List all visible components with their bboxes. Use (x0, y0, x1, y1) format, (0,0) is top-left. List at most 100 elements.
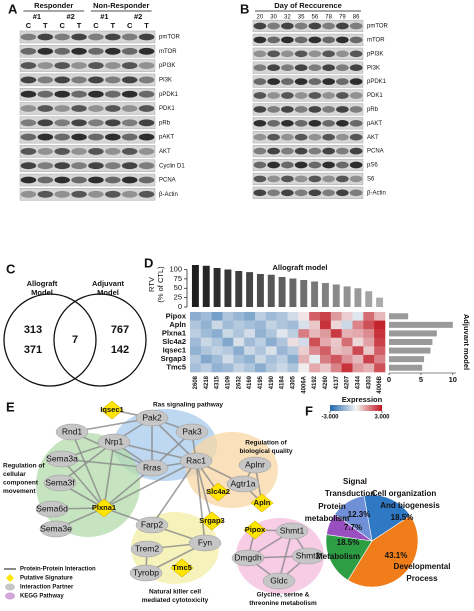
blot-band (71, 133, 87, 141)
heatmap-cell (244, 329, 256, 339)
heatmap-cell (298, 337, 310, 347)
blot-band (20, 33, 37, 41)
blot-band (88, 33, 104, 41)
heatmap-cell (233, 337, 245, 347)
heatmap-cell (363, 329, 375, 339)
heatmap-cell (244, 312, 256, 321)
slice-category-label: metabolism (305, 514, 349, 523)
day-label: 32 (284, 15, 291, 21)
node-label: Gldc (270, 575, 288, 585)
blot-row-label: pPDK1 (367, 79, 387, 85)
blot-strip (19, 87, 156, 101)
x-tick-label: 4195 (258, 375, 264, 389)
blot-band (88, 62, 104, 70)
heatmap-cell (244, 354, 256, 364)
blot-band (336, 119, 349, 127)
heatmap-cell (233, 363, 245, 373)
blot-band (322, 161, 335, 169)
heatmap-cell (200, 337, 212, 347)
x-tick-label: 4184 (280, 375, 286, 389)
heatmap-cell (330, 320, 342, 330)
x-tick-label: 4207 (345, 375, 351, 389)
blot-band (54, 33, 70, 41)
slice-value-label: 18.5% (391, 513, 414, 522)
heatmap-cell (222, 320, 234, 330)
pathway-label: mediated cytotoxicity (142, 597, 209, 604)
blot-band (138, 133, 155, 141)
blot-band (281, 175, 294, 183)
blot-band (37, 47, 54, 55)
bar (246, 272, 254, 307)
node-label: Sema3e (40, 523, 72, 533)
blot-strip (252, 47, 364, 60)
node-label: Rras (143, 462, 161, 472)
bar (343, 286, 351, 307)
blot-band (138, 147, 155, 155)
blot-strip (19, 73, 156, 87)
heatmap-cell (276, 312, 288, 321)
blot-band (121, 105, 138, 112)
blot-band (121, 133, 138, 141)
heatmap-cell (374, 363, 386, 373)
heatmap-cell (330, 346, 342, 356)
slice-category-label: Transduction (325, 489, 375, 498)
bar (278, 277, 286, 307)
blot-strip (19, 30, 156, 44)
slice-category-label: Signal (343, 477, 367, 486)
x-tick-label: 4169 (247, 375, 253, 389)
blot-band (281, 64, 294, 72)
signature-node (206, 482, 230, 502)
blot-band (267, 119, 280, 127)
interaction-edge (195, 460, 213, 522)
blot-band (71, 76, 87, 84)
heatmap-cell (211, 337, 223, 347)
heatmap-cell (190, 363, 202, 373)
heatmap-cell (352, 346, 364, 356)
venn-count: 313 (24, 324, 42, 336)
heatmap-cell (309, 312, 321, 321)
node-label: Pak3 (182, 426, 202, 436)
heatmap-cell (298, 320, 310, 330)
subgroup-label: #1 (33, 12, 41, 21)
partner-node (135, 516, 169, 534)
bar (389, 321, 453, 328)
venn-count: 767 (111, 324, 129, 336)
heatmap-cell (287, 346, 299, 356)
heatmap-cell (309, 320, 321, 330)
blot-band (20, 119, 37, 127)
partner-node (43, 474, 77, 492)
heatmap-cell (287, 329, 299, 339)
heatmap-cell (200, 346, 212, 356)
blot-band (294, 36, 308, 44)
heatmap-cell (255, 329, 267, 339)
heatmap-cell (363, 312, 375, 321)
x-tick-label: 4137 (334, 375, 340, 389)
blot-band (349, 175, 363, 183)
blot-band (349, 36, 363, 44)
blot-band (121, 47, 138, 55)
legend-label: Interaction Partner (20, 585, 74, 591)
heatmap-cell (341, 320, 353, 330)
blot-band (294, 189, 308, 197)
blot-row-label: pPI3K (367, 51, 383, 57)
blot-strip (252, 19, 364, 33)
heatmap-cell (190, 320, 202, 330)
blot-band (20, 176, 37, 184)
blot-row-label: pRb (367, 107, 379, 113)
blot-row-label: pRb (159, 120, 171, 126)
blot-band (322, 64, 335, 72)
heatmap-cell (352, 329, 364, 339)
heatmap-cell (352, 363, 364, 373)
y-tick-label: 50 (174, 283, 182, 292)
heatmap-cell (287, 354, 299, 364)
partner-node (175, 423, 209, 441)
blot-band (54, 76, 70, 84)
heatmap-cell (211, 346, 223, 356)
chart-title: Allograft model (272, 263, 327, 272)
node-label: Rnd1 (62, 426, 83, 436)
blot-band (336, 161, 349, 169)
heatmap-cell (287, 312, 299, 321)
partner-node (135, 409, 169, 427)
blot-band (308, 175, 322, 183)
